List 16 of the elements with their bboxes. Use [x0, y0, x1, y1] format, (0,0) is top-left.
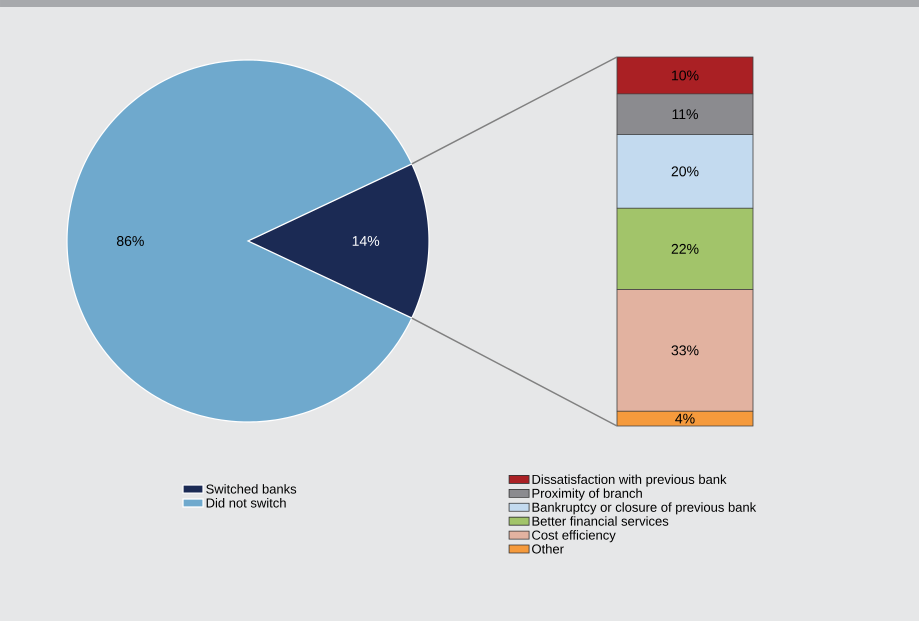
data-label: 33%	[672, 345, 699, 356]
legend-label: Did not switch	[206, 498, 286, 508]
legend-label: Better financial services	[532, 516, 668, 526]
data-label: 4%	[675, 414, 695, 424]
data-label: 86%	[116, 236, 144, 246]
legend-label: Other	[532, 544, 564, 554]
data-label: 14%	[352, 236, 380, 246]
legend-label: Dissatisfaction with previous bank	[532, 474, 727, 487]
data-label: 22%	[672, 244, 699, 254]
data-label: 10%	[672, 70, 699, 80]
data-label: 11%	[672, 109, 698, 120]
legend-label: Cost efficiency	[532, 530, 616, 542]
data-label: 20%	[672, 166, 699, 176]
legend-label: Bankruptcy or closure of previous bank	[532, 502, 756, 514]
legend-label: Switched banks	[206, 484, 296, 494]
legend-label: Proximity of branch	[532, 488, 642, 501]
